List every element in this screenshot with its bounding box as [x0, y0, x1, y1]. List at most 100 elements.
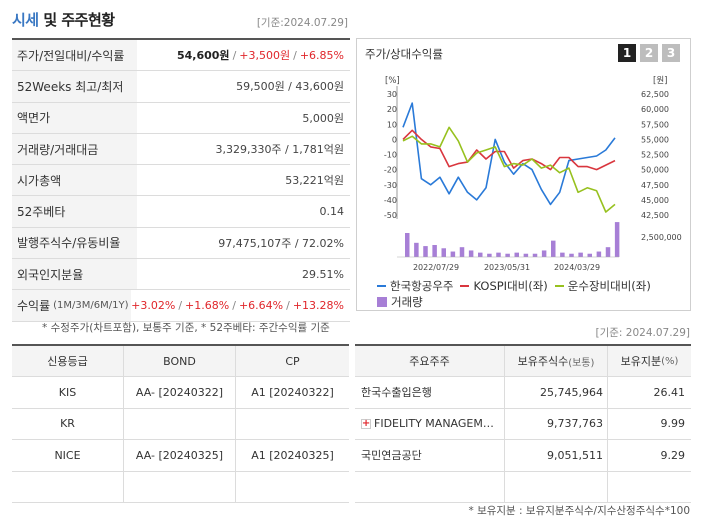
chart-svg: [%] [원] 30 20 10 0 -10 -20 -30 -40 -50 62,500 60,000… [384, 76, 682, 272]
volume-bar [551, 240, 556, 257]
left-tick-label: -30 [384, 181, 397, 190]
volume-bar [487, 253, 492, 257]
holder-name: 국민연금공단 [355, 440, 505, 471]
legend-label: 한국항공우주 [390, 279, 454, 293]
legend-swatch [377, 297, 387, 307]
holder-shares: 9,737,763 [505, 408, 608, 439]
row-volume: 거래량/거래대금 3,329,330주 / 1,781억원 [12, 133, 350, 166]
current-price: 54,600원 [176, 49, 230, 63]
chart-tab-3[interactable]: 3 [662, 44, 680, 62]
section-title: 시세 및 주주현황 [12, 9, 115, 30]
legend-swatch [460, 285, 470, 287]
value-beta: 0.14 [319, 205, 345, 219]
cp-rating: A1 [20240325] [251, 448, 334, 462]
volume-tick-label: 2,500,000 [641, 233, 682, 242]
holder-pct [608, 472, 691, 503]
legend-item-company: 한국항공우주 [377, 278, 453, 294]
volume-bar [614, 222, 620, 257]
holders-note: * 보유지분 : 보유지분주식수/지수산정주식수*100 [468, 505, 690, 517]
left-tick-label: -10 [384, 151, 397, 160]
series-line-1 [402, 129, 616, 171]
table-row: + FIDELITY MANAGEM… 9,737,763 9.99 [355, 408, 691, 440]
credit-header-bond: BOND [124, 346, 236, 376]
volume-bar [578, 252, 583, 257]
x-tick-label: 2022/07/29 [413, 263, 459, 272]
holder-name[interactable]: FIDELITY MANAGEM… [374, 417, 494, 431]
volume-bar [560, 252, 565, 257]
left-tick-label: -50 [384, 211, 397, 220]
value-price: 54,600원 / +3,500원 / +6.85% [176, 48, 344, 63]
row-52weeks: 52Weeks 최고/최저 59,500원 / 43,600원 [12, 71, 350, 103]
chart-title: 주가/상대수익률 [365, 47, 443, 61]
label-returns: 수익률 (1M/3M/6M/1Y) [12, 290, 132, 321]
volume-bar [478, 252, 483, 257]
agency-name [12, 471, 124, 502]
holder-name: 한국수출입은행 [355, 377, 505, 408]
volume-bar [505, 253, 510, 257]
agency-name: KIS [12, 377, 124, 408]
volume-bar [468, 250, 474, 257]
value-shares: 97,475,107주 / 72.02% [218, 236, 344, 250]
volume-bar [587, 253, 593, 257]
credit-header-rating: 신용등급 [12, 346, 124, 376]
right-tick-label: 57,500 [641, 120, 669, 129]
holders-header-name: 주요주주 [355, 346, 505, 376]
label-par-value: 액면가 [12, 102, 137, 133]
legend-item-volume: 거래량 [377, 294, 423, 310]
legend-item-sector: 운수장비대비(좌) [554, 278, 651, 294]
cp-rating [236, 409, 349, 440]
price-change: +3,500원 [239, 49, 291, 63]
label-volume: 거래량/거래대금 [12, 133, 137, 165]
bond-rating: AA- [20240322] [124, 377, 236, 408]
header-pct-unit: (%) [661, 355, 679, 367]
x-tick-label: 2024/03/29 [554, 263, 600, 272]
chart-tab-2[interactable]: 2 [640, 44, 658, 62]
left-tick-label: -40 [384, 196, 397, 205]
value-market-cap: 53,221억원 [285, 174, 344, 188]
row-price: 주가/전일대비/수익률 54,600원 / +3,500원 / +6.85% [12, 40, 350, 72]
holders-header-shares: 보유주식수 (보통) [505, 346, 608, 376]
x-tick-label: 2023/05/31 [484, 263, 530, 272]
row-par-value: 액면가 5,000원 [12, 102, 350, 134]
return-1y: +13.28% [292, 299, 344, 313]
legend-label: KOSPI대비(좌) [473, 279, 548, 293]
table-row: 국민연금공단 9,051,511 9.29 [355, 440, 691, 472]
chart-tabs: 1 2 3 [618, 44, 680, 62]
value-volume: 3,329,330주 / 1,781억원 [215, 143, 344, 157]
bond-rating [124, 471, 236, 502]
agency-name: NICE [12, 440, 124, 471]
label-52weeks: 52Weeks 최고/최저 [12, 71, 137, 102]
returns-period: (1M/3M/6M/1Y) [53, 300, 129, 312]
title-highlight: 시세 [12, 11, 39, 29]
stock-info-table: 주가/전일대비/수익률 54,600원 / +3,500원 / +6.85% 52Wee… [12, 38, 350, 322]
shareholders-table: 주요주주 보유주식수 (보통) 보유지분 (%) 한국수출입은행 25,745,96… [355, 344, 691, 503]
left-tick-label: 0 [392, 135, 397, 144]
table-row [355, 471, 691, 503]
value-returns: +3.02% / +1.68% / +6.64% / +13.28% [131, 299, 344, 313]
cp-rating [236, 472, 349, 503]
expand-plus-icon[interactable]: + [361, 417, 371, 429]
holders-header-pct: 보유지분 (%) [608, 346, 691, 376]
left-tick-label: 30 [387, 90, 397, 99]
row-beta: 52주베타 0.14 [12, 196, 350, 228]
label-foreign: 외국인지분율 [12, 259, 137, 290]
credit-header-cp: CP [285, 354, 300, 368]
reference-date-bottom: [기준: 2024.07.29] [595, 327, 690, 339]
credit-header-row: 신용등급 BOND CP [12, 346, 349, 377]
holder-shares: 9,051,511 [505, 440, 608, 471]
chart-tab-1[interactable]: 1 [618, 44, 636, 62]
legend-label: 운수장비대비(좌) [567, 279, 651, 293]
label-market-cap: 시가총액 [12, 165, 137, 196]
holder-pct: 9.99 [660, 417, 686, 431]
label-shares: 발행주식수/유동비율 [12, 227, 137, 259]
volume-bar [596, 251, 602, 257]
right-tick-label: 60,000 [641, 105, 669, 114]
row-market-cap: 시가총액 53,221억원 [12, 165, 350, 197]
holder-shares: 25,745,964 [505, 377, 608, 408]
volume-bar [423, 246, 428, 257]
table-row [12, 471, 349, 503]
left-axis-unit: [%] [385, 76, 400, 86]
right-tick-label: 55,000 [641, 135, 669, 144]
volume-bar [514, 252, 520, 257]
value-52weeks: 59,500원 / 43,600원 [236, 80, 344, 94]
